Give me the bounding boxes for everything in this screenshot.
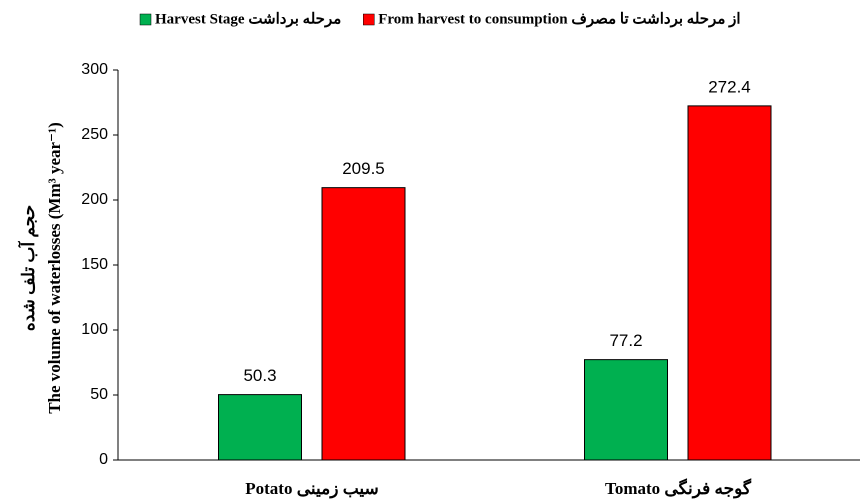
bar	[321, 187, 406, 461]
legend-swatch	[363, 13, 375, 26]
y-tick-label: 200	[81, 191, 108, 208]
y-axis-title: حجم آب تلف شده	[17, 205, 39, 331]
value-label: 272.4	[708, 77, 751, 96]
bar	[584, 359, 668, 461]
y-tick-label: 300	[81, 61, 108, 78]
bar	[687, 105, 772, 461]
y-axis-title: The volume of waterlosses (Mm³ year⁻¹)	[45, 122, 64, 414]
x-tick-label: Tomato گوجه فرنگی	[605, 478, 752, 499]
y-tick-label: 150	[81, 256, 108, 273]
value-label: 209.5	[342, 159, 385, 178]
legend-label: From harvest to consumption از مرحله برد…	[378, 11, 740, 27]
value-label: 50.3	[243, 366, 276, 385]
y-tick-label: 100	[81, 321, 108, 338]
y-tick-label: 50	[90, 386, 108, 403]
legend-label: Harvest Stage مرحله برداشت	[155, 11, 341, 27]
y-tick-label: 0	[99, 451, 108, 468]
value-label: 77.2	[609, 331, 642, 350]
x-tick-label: Potato سیب زمینی	[245, 479, 379, 499]
y-tick-label: 250	[81, 126, 108, 143]
bar	[218, 394, 302, 461]
legend-swatch	[139, 13, 152, 26]
